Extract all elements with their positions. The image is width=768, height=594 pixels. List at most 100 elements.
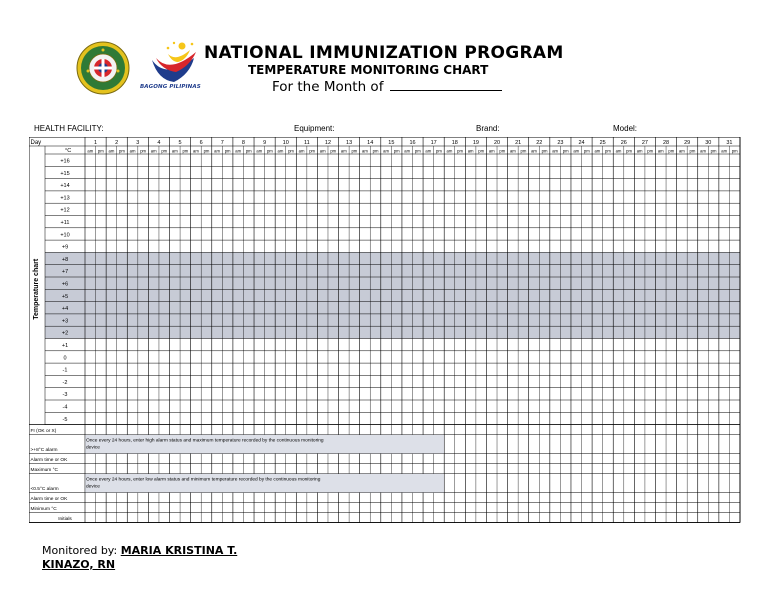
safe-range-band bbox=[45, 313, 740, 327]
pm-label: pm bbox=[225, 149, 231, 154]
day-number: 18 bbox=[452, 140, 458, 146]
pm-label: pm bbox=[626, 149, 632, 154]
day-number: 9 bbox=[263, 140, 266, 146]
day-number: 7 bbox=[221, 140, 224, 146]
safe-range-band bbox=[45, 277, 740, 290]
am-label: am bbox=[552, 149, 558, 154]
month-field[interactable]: For the Month of bbox=[272, 78, 502, 95]
pm-label: pm bbox=[415, 149, 421, 154]
row-label-fi: FI (OK or X) bbox=[31, 428, 57, 434]
pm-label: pm bbox=[499, 149, 505, 154]
safe-range-band bbox=[45, 252, 740, 265]
am-label: am bbox=[594, 149, 600, 154]
page-title: NATIONAL IMMUNIZATION PROGRAM bbox=[204, 43, 564, 63]
day-number: 4 bbox=[157, 140, 160, 146]
day-number: 16 bbox=[409, 140, 415, 146]
alarm-note-box bbox=[85, 434, 444, 454]
temperature-label: +15 bbox=[60, 171, 69, 177]
day-number: 22 bbox=[536, 140, 542, 146]
day-label: Day bbox=[31, 140, 42, 146]
pm-label: pm bbox=[436, 149, 442, 154]
temperature-label: +5 bbox=[62, 294, 68, 300]
month-label: For the Month of bbox=[272, 79, 384, 95]
health-facility-label: HEALTH FACILITY: bbox=[34, 124, 104, 133]
row-label-alarm_time_2: Alarm time or OK bbox=[31, 496, 69, 502]
row-label-maximum: Maximum °C bbox=[31, 467, 59, 473]
day-number: 8 bbox=[242, 140, 245, 146]
am-label: am bbox=[700, 149, 706, 154]
temperature-label: -3 bbox=[63, 392, 68, 398]
row-label-high_alarm: >+8°C alarm bbox=[31, 447, 58, 453]
temperature-label: -2 bbox=[63, 380, 68, 386]
pm-label: pm bbox=[605, 149, 611, 154]
day-number: 26 bbox=[621, 140, 627, 146]
temperature-label: +8 bbox=[62, 257, 68, 263]
monitor-name-line-1: MARIA KRISTINA T. bbox=[120, 544, 238, 557]
safe-range-band bbox=[45, 289, 740, 302]
pm-label: pm bbox=[690, 149, 696, 154]
am-label: am bbox=[214, 149, 220, 154]
day-number: 14 bbox=[367, 140, 373, 146]
am-label: am bbox=[658, 149, 664, 154]
day-number: 13 bbox=[346, 140, 352, 146]
temperature-label: +9 bbox=[62, 245, 68, 251]
day-number: 11 bbox=[304, 140, 310, 146]
day-number: 10 bbox=[283, 140, 289, 146]
pm-label: pm bbox=[140, 149, 146, 154]
am-label: am bbox=[383, 149, 389, 154]
temperature-label: -5 bbox=[63, 417, 68, 423]
day-number: 25 bbox=[600, 140, 606, 146]
day-number: 31 bbox=[726, 140, 732, 146]
temperature-label: +7 bbox=[62, 269, 68, 275]
day-number: 29 bbox=[684, 140, 690, 146]
pm-label: pm bbox=[668, 149, 674, 154]
monitored-label: Monitored by: bbox=[42, 544, 118, 557]
pm-label: pm bbox=[373, 149, 379, 154]
am-label: am bbox=[320, 149, 326, 154]
doh-seal-icon bbox=[76, 41, 130, 95]
row-label-initials: Initials bbox=[58, 516, 72, 522]
day-number: 20 bbox=[494, 140, 500, 146]
pm-label: pm bbox=[330, 149, 336, 154]
am-label: am bbox=[679, 149, 685, 154]
pm-label: pm bbox=[711, 149, 717, 154]
safe-range-band bbox=[45, 326, 740, 339]
row-label-alarm_time_1: Alarm time or OK bbox=[31, 457, 69, 463]
logo-text: BAGONG PILIPINAS bbox=[140, 84, 201, 90]
pm-label: pm bbox=[521, 149, 527, 154]
temperature-label: -1 bbox=[63, 368, 68, 374]
day-number: 6 bbox=[200, 140, 203, 146]
am-label: am bbox=[151, 149, 157, 154]
am-label: am bbox=[404, 149, 410, 154]
pm-label: pm bbox=[267, 149, 273, 154]
pm-label: pm bbox=[351, 149, 357, 154]
temperature-label: +3 bbox=[62, 318, 68, 324]
pm-label: pm bbox=[542, 149, 548, 154]
am-label: am bbox=[489, 149, 495, 154]
am-label: am bbox=[299, 149, 305, 154]
safe-range-band bbox=[45, 301, 740, 314]
model-label: Model: bbox=[613, 124, 638, 133]
safe-range-band bbox=[45, 264, 740, 277]
day-number: 3 bbox=[136, 140, 139, 146]
pm-label: pm bbox=[457, 149, 463, 154]
temperature-chart-label: Temperature chart bbox=[33, 258, 40, 320]
pm-label: pm bbox=[478, 149, 484, 154]
alarm-note-text: device bbox=[86, 445, 100, 451]
temperature-label: +11 bbox=[61, 220, 70, 226]
month-input-line[interactable] bbox=[389, 78, 502, 91]
day-number: 24 bbox=[578, 140, 584, 146]
am-label: am bbox=[468, 149, 474, 154]
day-number: 12 bbox=[325, 140, 331, 146]
temperature-label: +1 bbox=[62, 343, 68, 349]
am-label: am bbox=[193, 149, 199, 154]
pm-label: pm bbox=[98, 149, 104, 154]
alarm-note-box bbox=[85, 473, 444, 493]
day-number: 17 bbox=[431, 140, 437, 146]
pm-label: pm bbox=[563, 149, 569, 154]
temperature-label: +4 bbox=[62, 306, 68, 312]
temperature-label: +2 bbox=[62, 331, 68, 337]
row-label-minimum: Minimum °C bbox=[31, 506, 58, 512]
temperature-label: -4 bbox=[63, 405, 68, 411]
